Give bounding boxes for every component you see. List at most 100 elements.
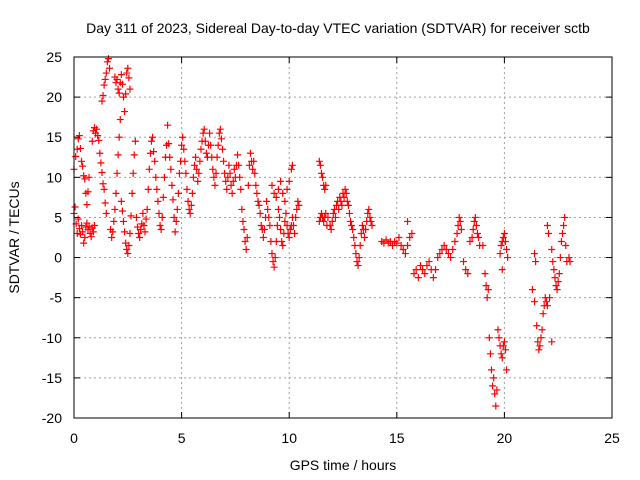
data-point (175, 169, 183, 177)
data-series (70, 55, 574, 410)
data-point (210, 173, 218, 181)
data-point (269, 258, 277, 266)
data-point (147, 137, 155, 145)
data-point (533, 322, 541, 330)
data-point (322, 181, 330, 189)
data-point (393, 239, 401, 247)
data-point (237, 185, 245, 193)
data-point (279, 242, 287, 250)
data-point (353, 258, 361, 266)
data-point (536, 342, 544, 350)
data-point (350, 234, 358, 241)
data-point (282, 209, 290, 217)
data-point (122, 90, 130, 98)
data-point (199, 129, 207, 137)
data-point (356, 242, 364, 250)
data-point (124, 250, 132, 258)
data-point (545, 229, 553, 237)
data-point (414, 274, 422, 282)
y-tick-label: -5 (50, 290, 63, 306)
y-tick-label: -20 (42, 410, 62, 426)
data-point (293, 205, 301, 213)
data-point (168, 181, 176, 189)
data-point (242, 246, 250, 254)
data-point (479, 242, 487, 250)
data-point (315, 157, 323, 165)
data-point (106, 64, 114, 72)
data-point (404, 242, 412, 250)
data-point (240, 225, 248, 233)
data-point (152, 173, 160, 181)
data-point (150, 148, 158, 156)
data-point (207, 141, 215, 149)
data-point (347, 217, 355, 225)
data-point (113, 75, 121, 83)
data-point (128, 189, 136, 197)
data-point (410, 270, 418, 278)
data-point (343, 197, 351, 205)
data-point (99, 180, 107, 188)
data-point (74, 135, 82, 143)
data-point (78, 157, 86, 165)
data-point (143, 205, 151, 213)
data-point (532, 258, 540, 266)
data-point (119, 217, 127, 225)
data-point (71, 203, 79, 211)
data-point (252, 181, 260, 189)
data-point (397, 242, 405, 250)
data-point (341, 185, 349, 193)
data-point (278, 238, 286, 246)
data-point (335, 205, 343, 213)
data-point (84, 188, 92, 196)
data-point (553, 286, 561, 294)
data-point (470, 217, 478, 225)
data-point (81, 234, 89, 241)
data-point (499, 342, 507, 350)
data-point (491, 390, 499, 398)
data-point (186, 209, 194, 217)
data-point (344, 201, 352, 209)
data-point (121, 228, 129, 236)
data-point (81, 175, 89, 183)
data-point (354, 262, 362, 270)
data-point (112, 189, 120, 197)
data-point (123, 69, 131, 77)
data-point (368, 221, 376, 229)
data-point (319, 173, 327, 181)
data-point (277, 177, 285, 185)
y-tick-label: 20 (46, 89, 62, 105)
data-point (485, 334, 493, 342)
data-point (144, 185, 152, 193)
data-point (481, 270, 489, 278)
data-point (181, 157, 189, 165)
data-point (98, 169, 106, 177)
data-point (202, 149, 210, 157)
data-point (211, 181, 219, 189)
data-point (493, 386, 501, 394)
data-point (171, 228, 179, 236)
data-point (85, 173, 93, 181)
data-point (192, 153, 200, 161)
data-point (399, 246, 407, 254)
data-point (227, 181, 235, 189)
data-point (99, 92, 107, 100)
data-point (132, 213, 140, 221)
data-point (274, 185, 282, 193)
data-point (124, 64, 132, 72)
data-point (213, 153, 221, 161)
data-point (170, 213, 178, 221)
data-point (151, 157, 159, 165)
data-point (131, 137, 139, 145)
data-point (270, 189, 278, 197)
x-tick-label: 20 (497, 430, 513, 446)
data-point (503, 366, 511, 374)
data-point (559, 229, 567, 237)
y-tick-label: -15 (42, 370, 62, 386)
data-point (114, 85, 122, 93)
data-point (367, 217, 375, 225)
data-point (109, 228, 117, 236)
data-point (158, 213, 166, 221)
data-point (189, 173, 197, 181)
data-point (328, 217, 336, 225)
